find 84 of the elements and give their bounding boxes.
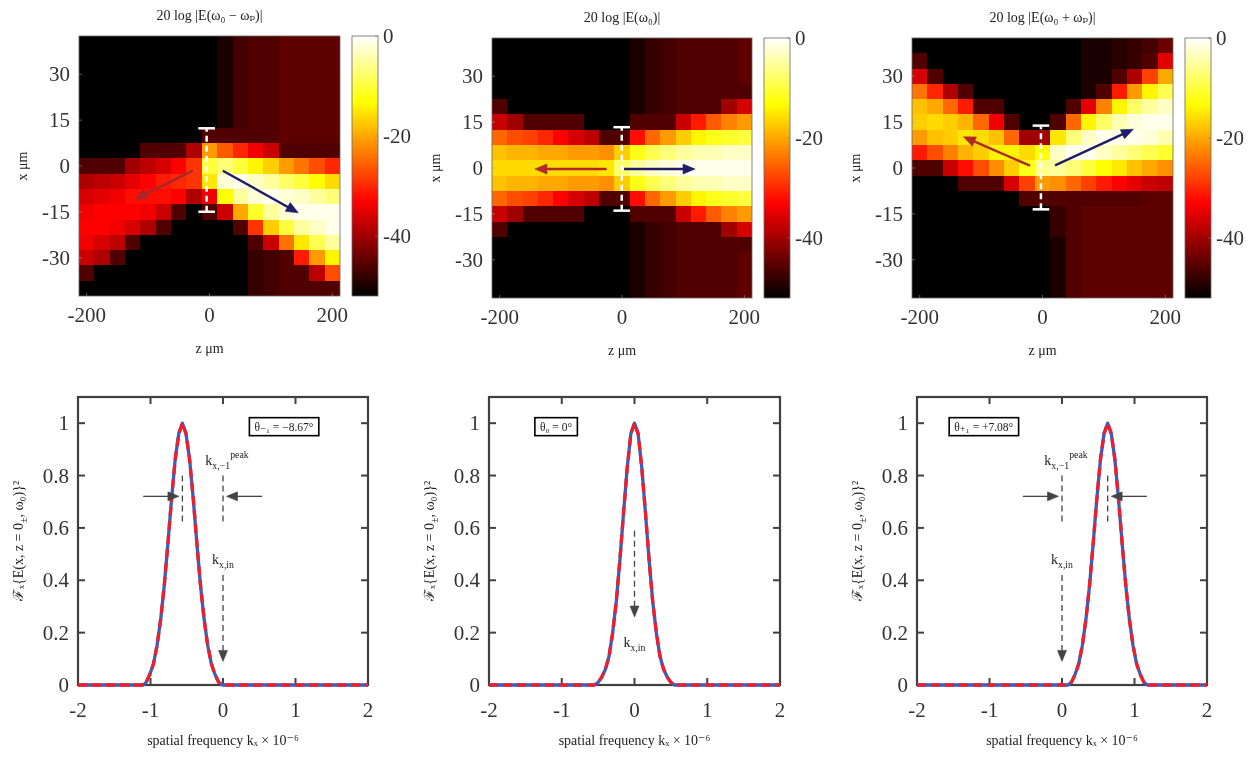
x-tick-label: 1 xyxy=(702,698,713,722)
x-axis-title: z μm xyxy=(1028,342,1057,358)
annotation: θ₋₁ = −8.67° xyxy=(254,420,314,433)
color-bar-label: -20 xyxy=(383,124,411,148)
x-tick-label: -2 xyxy=(908,698,926,722)
x-tick-label: -200 xyxy=(480,305,519,329)
y-tick-label: 0.4 xyxy=(881,568,909,593)
x-tick-label: -200 xyxy=(67,303,106,327)
x-axis-title: spatial frequency kₓ × 10⁻⁶ xyxy=(147,732,299,748)
x-tick-label: -2 xyxy=(480,698,498,722)
x-tick-label: 2 xyxy=(774,698,786,722)
y-tick-label: 1 xyxy=(58,411,69,436)
x-tick-label: -1 xyxy=(980,698,999,722)
x-tick-label: 0 xyxy=(616,305,628,329)
x-tick-label: 0 xyxy=(629,698,640,722)
y-tick-label: 0.6 xyxy=(881,515,908,540)
x-tick-label: -1 xyxy=(553,698,571,722)
y-tick-label: 15 xyxy=(49,108,70,133)
y-tick-label: 0.4 xyxy=(42,568,70,593)
y-tick-label: -15 xyxy=(455,201,483,226)
y-tick-label: -30 xyxy=(42,245,70,270)
x-axis-title: spatial frequency kₓ × 10⁻⁶ xyxy=(558,732,711,748)
y-tick-label: 15 xyxy=(882,110,903,135)
x-axis-title: spatial frequency kₓ × 10⁻⁶ xyxy=(986,732,1138,748)
x-tick-label: -1 xyxy=(141,698,160,722)
y-tick-label: -15 xyxy=(875,201,903,226)
x-axis-title: z μm xyxy=(195,340,224,356)
y-tick-label: 0 xyxy=(897,673,908,697)
annotation: k$_{x,in}$ xyxy=(623,634,646,653)
x-tick-label: 200 xyxy=(728,305,761,329)
y-tick-label: -30 xyxy=(455,247,483,272)
x-tick-label: 0 xyxy=(1037,305,1048,329)
y-tick-label: 0.8 xyxy=(453,463,480,488)
y-tick-label: 1 xyxy=(897,411,908,436)
y-axis-title: x μm xyxy=(847,153,863,183)
x-tick-label: 1 xyxy=(1129,698,1140,722)
y-tick-label: 0.8 xyxy=(42,463,69,488)
annotation: θ₀ = 0° xyxy=(539,420,573,433)
y-axis-title: x μm xyxy=(14,151,30,181)
y-axis-title: x μm xyxy=(427,153,443,183)
x-tick-label: 2 xyxy=(1201,698,1213,722)
y-tick-label: 0 xyxy=(59,154,70,178)
annotation: k$_{x,in}$ xyxy=(212,551,235,571)
x-tick-label: 0 xyxy=(1056,698,1068,722)
x-axis-title: z μm xyxy=(607,342,637,358)
x-tick-label: 0 xyxy=(204,303,215,327)
color-bar-label: -20 xyxy=(1216,126,1244,150)
x-tick-label: 2 xyxy=(362,698,374,722)
y-tick-label: 15 xyxy=(462,110,483,135)
y-tick-label: 0 xyxy=(892,156,903,180)
chart-title: 20 log |E(ω₀ − ωₚ)| xyxy=(156,7,263,24)
x-tick-label: 200 xyxy=(316,303,349,327)
color-bar-label: 0 xyxy=(795,26,806,50)
annotation: θ₊₁ = +7.08° xyxy=(954,420,1014,433)
y-tick-label: 0 xyxy=(58,673,69,697)
y-tick-label: 0.4 xyxy=(453,568,481,593)
y-tick-label: 30 xyxy=(882,64,903,89)
x-tick-label: 200 xyxy=(1149,305,1182,329)
color-bar-label: -40 xyxy=(795,226,823,250)
x-tick-label: -200 xyxy=(900,305,939,329)
y-tick-label: 0 xyxy=(472,156,483,180)
color-bar-label: -40 xyxy=(383,224,411,248)
y-tick-label: 0.6 xyxy=(42,515,69,540)
y-tick-label: 0.2 xyxy=(881,620,908,645)
y-tick-label: 0 xyxy=(469,673,480,697)
y-tick-label: -15 xyxy=(42,199,70,224)
annotation: k$_{x,in}$ xyxy=(1051,551,1074,571)
x-tick-label: 1 xyxy=(290,698,301,722)
y-tick-label: -30 xyxy=(875,247,903,272)
y-tick-label: 0.6 xyxy=(453,515,480,540)
y-tick-label: 0.2 xyxy=(453,620,480,645)
y-tick-label: 1 xyxy=(469,411,480,436)
x-tick-label: -2 xyxy=(69,698,87,722)
x-tick-label: 0 xyxy=(217,698,229,722)
y-tick-label: 0.8 xyxy=(881,463,908,488)
y-tick-label: 0.2 xyxy=(42,620,69,645)
chart-title: 20 log |E(ω₀ + ωₚ)| xyxy=(989,9,1096,26)
chart-title: 20 log |E(ω₀)| xyxy=(583,9,661,26)
color-bar-label: 0 xyxy=(1216,26,1227,50)
color-bar-label: 0 xyxy=(383,24,394,48)
y-tick-label: 30 xyxy=(49,62,70,87)
y-tick-label: 30 xyxy=(462,64,483,89)
color-bar-label: -20 xyxy=(795,126,823,150)
color-bar-label: -40 xyxy=(1216,226,1244,250)
